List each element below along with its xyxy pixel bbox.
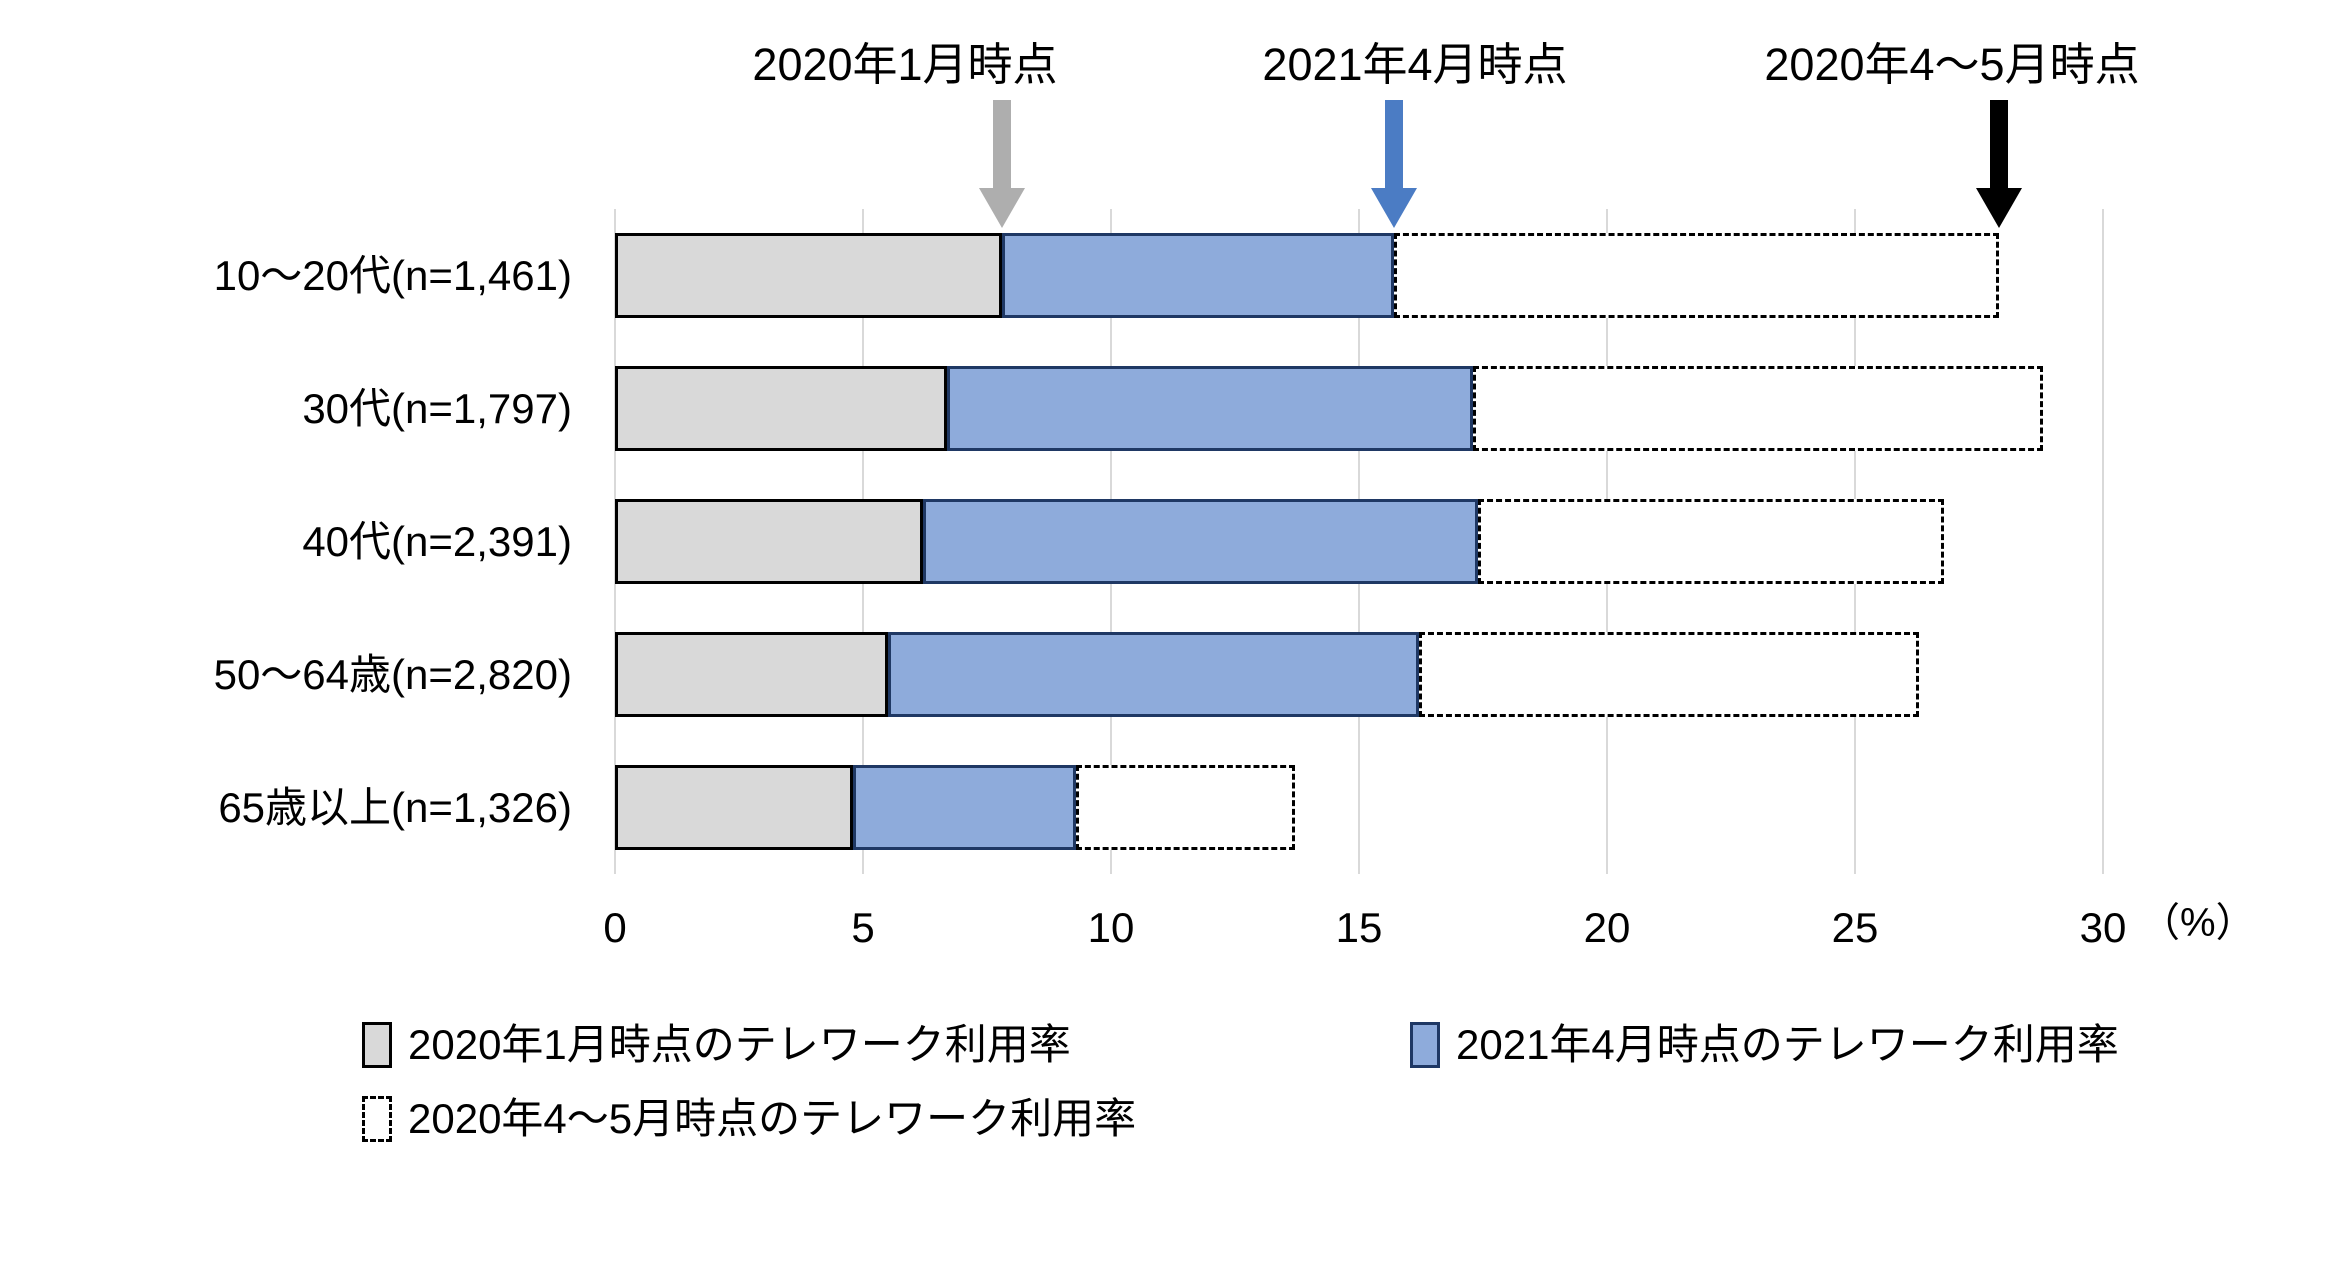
bar-segment-2020-apr-may [1418,632,1920,717]
bar-segment-2020-jan [615,366,948,451]
x-tick-label-25: 25 [1831,904,1879,951]
bar-segment-2020-jan [615,632,888,717]
legend-item-1: 2021年4月時点のテレワーク利用率 [1410,1019,2119,1071]
gridline-30 [2102,209,2104,874]
annotation-arrow-stem-0 [992,100,1011,188]
legend-label-0: 2020年1月時点のテレワーク利用率 [408,1021,1071,1068]
x-tick-label-0: 0 [603,904,627,951]
bar-segment-2021-apr [922,499,1479,584]
bar-segment-2020-apr-may [1473,366,2044,451]
legend-item-2: 2020年4〜5月時点のテレワーク利用率 [362,1093,1136,1145]
bar-segment-2021-apr [947,366,1474,451]
category-label-4: 65歳以上(n=1,326) [218,783,572,831]
category-label-0: 10〜20代(n=1,461) [213,251,572,299]
annotation-label-1: 2021年4月時点 [1262,39,1568,90]
legend-swatch-solid-gray-icon [362,1022,392,1068]
bar-segment-2021-apr [853,765,1077,850]
annotation-label-0: 2020年1月時点 [752,39,1058,90]
x-tick-label-20: 20 [1583,904,1631,951]
bar-segment-2020-jan [615,233,1002,318]
bar-segment-2021-apr [1001,233,1394,318]
x-tick-label-15: 15 [1335,904,1383,951]
annotation-arrow-head-2 [1975,188,2022,228]
legend-item-0: 2020年1月時点のテレワーク利用率 [362,1019,1071,1071]
legend-label-1: 2021年4月時点のテレワーク利用率 [1456,1021,2119,1068]
bar-segment-2020-apr-may [1478,499,1945,584]
legend-label-2: 2020年4〜5月時点のテレワーク利用率 [408,1095,1137,1142]
annotation-arrow-stem-1 [1384,100,1403,188]
category-label-3: 50〜64歳(n=2,820) [213,650,572,698]
x-tick-label-10: 10 [1087,904,1135,951]
bar-segment-2020-apr-may [1076,765,1295,850]
x-tick-label-5: 5 [851,904,875,951]
bar-segment-2021-apr [887,632,1419,717]
annotation-arrow-head-1 [1370,188,1417,228]
x-axis-unit-label: （%） [2140,901,2256,945]
x-tick-label-30: 30 [2079,904,2127,951]
category-label-2: 40代(n=2,391) [302,517,572,565]
legend-swatch-dashed-outline-icon [362,1096,392,1142]
annotation-label-2: 2020年4〜5月時点 [1764,39,2140,90]
bar-segment-2020-jan [615,499,923,584]
bar-segment-2020-apr-may [1393,233,1999,318]
annotation-arrow-stem-2 [1989,100,2008,188]
bar-segment-2020-jan [615,765,854,850]
category-label-1: 30代(n=1,797) [302,384,572,432]
annotation-arrow-head-0 [978,188,1025,228]
legend-swatch-solid-blue-icon [1410,1022,1440,1068]
